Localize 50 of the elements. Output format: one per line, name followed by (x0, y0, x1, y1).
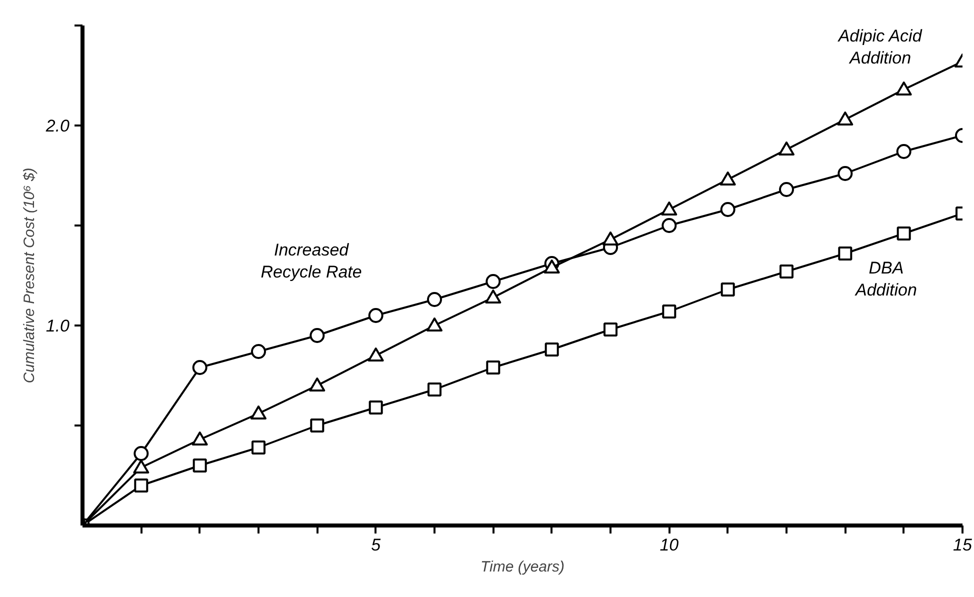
x-tick-label: 15 (953, 536, 972, 554)
point (544, 260, 560, 274)
point (662, 304, 676, 318)
x-axis-title: Time (years) (480, 558, 565, 576)
x-tick-label: 10 (660, 536, 680, 554)
point (134, 446, 149, 461)
point (486, 274, 501, 289)
point (310, 418, 324, 432)
point (779, 182, 794, 197)
point (780, 264, 794, 278)
point (134, 478, 148, 492)
point (368, 348, 384, 362)
point (896, 144, 912, 159)
point (250, 406, 266, 420)
y-tick-label: 2.0 (44, 116, 70, 136)
point (720, 172, 736, 186)
point (720, 202, 736, 217)
y-tick-label: 1.0 (46, 316, 70, 336)
point (544, 342, 559, 356)
point (192, 360, 208, 375)
point (486, 360, 500, 374)
point (192, 458, 207, 472)
point (602, 232, 618, 246)
point (838, 246, 852, 260)
point (368, 400, 383, 414)
point (485, 290, 502, 304)
point (778, 142, 794, 156)
point (896, 82, 912, 96)
point (426, 318, 442, 332)
series-label: Adipic Acid Addition (837, 26, 922, 68)
point (310, 328, 325, 343)
point (661, 202, 678, 216)
point (837, 112, 854, 126)
point (662, 218, 677, 233)
point (192, 432, 208, 446)
series-label: DBA Addition (854, 258, 917, 300)
point (133, 460, 150, 474)
x-tick-label: 5 (371, 536, 382, 554)
point (368, 308, 384, 323)
point (896, 226, 911, 240)
point (720, 282, 735, 296)
point (427, 292, 442, 307)
point (252, 440, 266, 454)
point (838, 166, 853, 181)
series-label: Increased Recycle Rate (260, 240, 362, 282)
y-axis-title: Cumulative Present Cost (10⁶ $) (20, 168, 38, 384)
point (309, 378, 326, 392)
point (428, 382, 442, 396)
point (604, 322, 618, 336)
point (251, 344, 266, 359)
